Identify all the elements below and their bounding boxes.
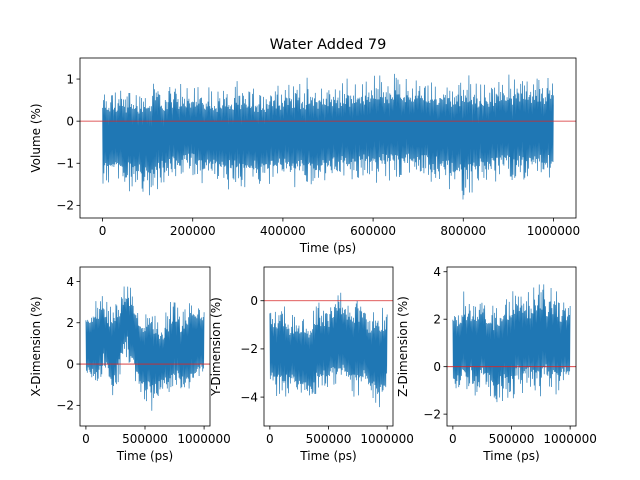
y-dimension-y-axis-label: Y-Dimension (%) <box>209 297 223 397</box>
x-dimension-x-tick-label: 500000 <box>122 432 168 446</box>
y-dimension-y-tick-label: 0 <box>250 294 258 308</box>
z-dimension-y-tick-label: 2 <box>433 313 441 327</box>
z-dimension-x-axis-label: Time (ps) <box>482 449 539 463</box>
y-dimension-x-tick-label: 1000000 <box>360 432 413 446</box>
volume-y-tick-label: −2 <box>56 199 74 213</box>
z-dimension-panel: 0 500000 1000000 −2 0 2 4 Time (ps) Z-Dimension … <box>396 265 597 463</box>
z-dimension-y-tick-label: 4 <box>433 265 441 279</box>
x-dimension-x-tick-label: 1000000 <box>177 432 230 446</box>
z-dimension-y-tick-label: −2 <box>423 407 441 421</box>
x-dimension-y-tick-label: 0 <box>66 357 74 371</box>
y-dimension-x-tick-label: 500000 <box>306 432 352 446</box>
z-dimension-x-tick-label: 0 <box>449 432 457 446</box>
volume-x-tick-label: 400000 <box>260 224 306 238</box>
z-dimension-x-tick-label: 500000 <box>489 432 535 446</box>
y-dimension-panel: 0 500000 1000000 −4 −2 0 Time (ps) Y-Dimension … <box>209 266 414 463</box>
y-dimension-x-axis-label: Time (ps) <box>299 449 356 463</box>
z-dimension-y-tick-label: 0 <box>433 360 441 374</box>
volume-x-tick-label: 600000 <box>350 224 396 238</box>
volume-y-tick-label: 0 <box>66 114 74 128</box>
volume-y-tick-label: 1 <box>66 72 74 86</box>
volume-x-tick-label: 1000000 <box>527 224 580 238</box>
volume-series-line <box>102 73 554 200</box>
z-dimension-x-tick-label: 1000000 <box>543 432 596 446</box>
y-dimension-y-tick-label: −2 <box>240 342 258 356</box>
volume-x-tick-label: 200000 <box>170 224 216 238</box>
x-dimension-y-tick-label: 2 <box>66 316 74 330</box>
y-dimension-x-tick-label: 0 <box>266 432 274 446</box>
volume-axes-frame <box>79 57 577 219</box>
volume-y-axis-label: Volume (%) <box>29 103 43 172</box>
x-dimension-panel: 0 500000 1000000 −2 0 2 4 Time (ps) X-Dimension … <box>29 266 231 463</box>
volume-x-tick-label: 0 <box>99 224 107 238</box>
y-dimension-series-line <box>269 292 388 408</box>
y-dimension-y-tick-label: −4 <box>240 390 258 404</box>
volume-x-tick-label: 800000 <box>440 224 486 238</box>
x-dimension-y-tick-label: −2 <box>56 399 74 413</box>
x-dimension-x-tick-label: 0 <box>82 432 90 446</box>
x-dimension-series-line <box>85 286 205 411</box>
x-dimension-y-tick-label: 4 <box>66 275 74 289</box>
volume-x-axis-label: Time (ps) <box>299 241 356 255</box>
volume-y-tick-label: −1 <box>56 157 74 171</box>
z-dimension-series-line <box>452 284 571 403</box>
volume-panel: 0 200000 400000 600000 800000 1000000 −2 −1 0 1 Ti… <box>29 37 580 255</box>
volume-chart-title: Water Added 79 <box>270 37 387 53</box>
x-dimension-y-axis-label: X-Dimension (%) <box>29 296 43 396</box>
z-dimension-y-axis-label: Z-Dimension (%) <box>396 296 410 397</box>
x-dimension-x-axis-label: Time (ps) <box>116 449 173 463</box>
